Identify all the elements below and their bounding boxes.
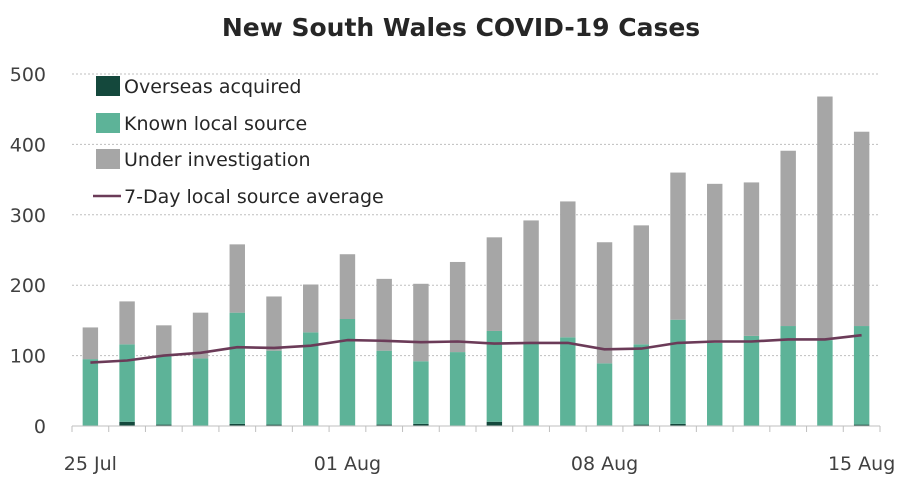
- bar-segment: [780, 326, 796, 426]
- y-axis-ticks: 0 100 200 300 400 500: [10, 64, 46, 438]
- bar-segment: [376, 278, 392, 351]
- seven-day-average-line: [90, 333, 862, 364]
- bar-segment: [192, 312, 209, 359]
- bar-segment: [229, 423, 245, 426]
- bar-segment: [376, 424, 392, 426]
- average-line-layer: [90, 333, 862, 364]
- y-tick-label: 500: [10, 64, 46, 86]
- bar-segment: [413, 423, 429, 426]
- bar-segment: [82, 359, 99, 426]
- bar-segment: [376, 350, 392, 425]
- legend-label: Known local source: [124, 113, 307, 135]
- bar-segment: [449, 352, 466, 426]
- bar-segment: [817, 340, 833, 426]
- bar-segment: [560, 337, 576, 426]
- y-tick-label: 200: [10, 275, 46, 297]
- bar-segment: [596, 242, 613, 364]
- bar-segment: [229, 244, 245, 313]
- bar-segment: [413, 283, 429, 362]
- bar-segment: [707, 342, 723, 426]
- bar-segment: [743, 182, 760, 336]
- bar-segment: [119, 301, 135, 345]
- bars: [82, 96, 870, 426]
- y-tick-label: 400: [10, 134, 46, 156]
- bar-segment: [523, 342, 539, 426]
- bar-segment: [633, 424, 649, 426]
- bar-segment: [82, 327, 99, 360]
- x-tick-label: 25 Jul: [64, 453, 117, 475]
- bar-segment: [192, 358, 209, 426]
- bar-segment: [817, 96, 833, 341]
- bar-segment: [670, 172, 686, 320]
- bar-segment: [743, 335, 760, 426]
- bar-segment: [633, 225, 649, 345]
- legend-swatch: [96, 76, 120, 96]
- bar-segment: [266, 424, 282, 426]
- bar-segment: [523, 220, 539, 343]
- legend-swatch: [96, 149, 120, 169]
- bar-segment: [596, 363, 613, 426]
- bar-segment: [413, 361, 429, 424]
- bar-segment: [670, 423, 686, 426]
- x-tick-label: 15 Aug: [828, 453, 895, 475]
- y-tick-label: 0: [34, 416, 46, 438]
- bar-segment: [486, 330, 503, 422]
- legend-label: Under investigation: [124, 149, 311, 171]
- legend-swatch: [96, 113, 120, 133]
- legend: Overseas acquired Known local source Under…: [93, 76, 384, 208]
- bar-segment: [853, 424, 870, 426]
- bar-segment: [670, 319, 686, 424]
- bar-segment: [156, 355, 172, 425]
- y-tick-label: 100: [10, 346, 46, 368]
- chart-title: New South Wales COVID-19 Cases: [222, 13, 700, 42]
- y-tick-label: 300: [10, 205, 46, 227]
- bar-segment: [486, 421, 503, 426]
- bar-segment: [156, 325, 172, 356]
- bar-segment: [560, 201, 576, 338]
- bar-segment: [633, 344, 649, 425]
- bar-segment: [303, 284, 319, 333]
- legend-label: Overseas acquired: [124, 76, 302, 98]
- bar-segment: [266, 296, 282, 351]
- bar-segment: [339, 318, 356, 426]
- bar-segment: [449, 261, 466, 353]
- x-tick-label: 08 Aug: [571, 453, 638, 475]
- x-tick-label: 01 Aug: [314, 453, 381, 475]
- x-axis-ticks: 25 Jul 01 Aug 08 Aug 15 Aug: [64, 426, 895, 475]
- bar-segment: [486, 237, 503, 331]
- bar-segment: [119, 421, 135, 426]
- bar-segment: [707, 183, 723, 343]
- bar-segment: [853, 326, 870, 425]
- bar-segment: [229, 312, 245, 424]
- bar-segment: [339, 254, 356, 319]
- bar-segment: [156, 424, 172, 426]
- bar-segment: [119, 344, 135, 422]
- bar-segment: [780, 150, 796, 327]
- bar-segment: [266, 350, 282, 425]
- bar-segment: [853, 131, 870, 327]
- bar-segment: [303, 332, 319, 426]
- legend-label: 7-Day local source average: [124, 186, 384, 208]
